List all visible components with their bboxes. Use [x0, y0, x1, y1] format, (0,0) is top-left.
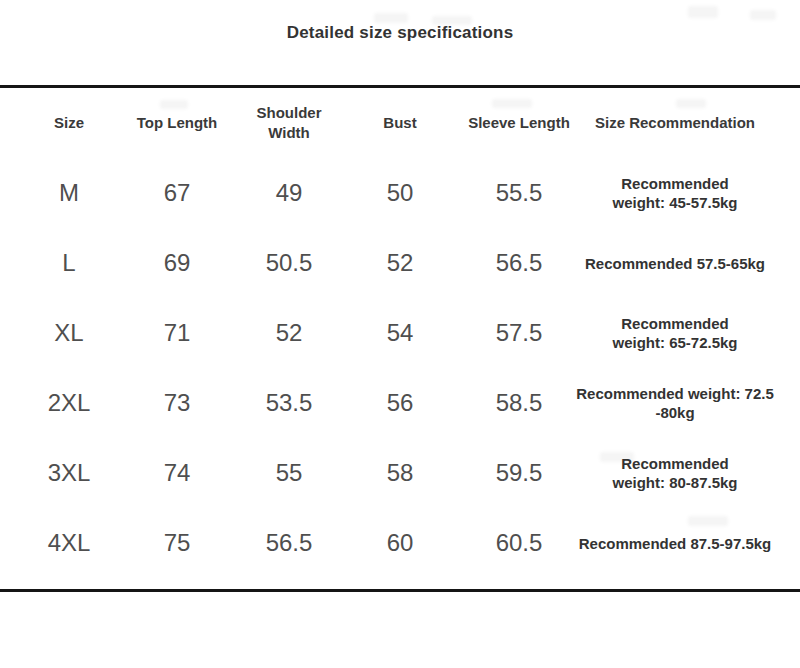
cell-sleeve-length: 59.5 — [468, 438, 570, 508]
column-header-sleeve-length: Sleeve Length — [468, 88, 570, 158]
cell-size: XL — [30, 298, 108, 368]
cell-top-length: 69 — [108, 228, 246, 298]
cell-sleeve-length: 56.5 — [468, 228, 570, 298]
column-header-shoulder-width: Shoulder Width — [246, 88, 332, 158]
column-header-bust: Bust — [332, 88, 468, 158]
cell-size: 2XL — [30, 368, 108, 438]
cell-shoulder-width: 55 — [246, 438, 332, 508]
column-header-size-recommendation: Size Recommendation — [570, 88, 780, 158]
cell-bust: 56 — [332, 368, 468, 438]
smudge-artifact — [688, 6, 718, 18]
cell-recommendation: Recommended 57.5-65kg — [570, 228, 780, 298]
cell-bust: 60 — [332, 508, 468, 578]
column-header-size: Size — [30, 88, 108, 158]
cell-top-length: 73 — [108, 368, 246, 438]
cell-recommendation: Recommended weight: 65-72.5kg — [570, 298, 780, 368]
cell-shoulder-width: 50.5 — [246, 228, 332, 298]
cell-size: M — [30, 158, 108, 228]
cell-sleeve-length: 57.5 — [468, 298, 570, 368]
cell-recommendation: Recommended weight: 80-87.5kg — [570, 438, 780, 508]
cell-bust: 50 — [332, 158, 468, 228]
cell-shoulder-width: 53.5 — [246, 368, 332, 438]
page-title: Detailed size specifications — [0, 20, 800, 46]
cell-recommendation: Recommended weight: 72.5 -80kg — [570, 368, 780, 438]
cell-top-length: 75 — [108, 508, 246, 578]
cell-sleeve-length: 58.5 — [468, 368, 570, 438]
column-header-top-length: Top Length — [108, 88, 246, 158]
cell-sleeve-length: 55.5 — [468, 158, 570, 228]
cell-size: L — [30, 228, 108, 298]
cell-shoulder-width: 52 — [246, 298, 332, 368]
cell-size: 3XL — [30, 438, 108, 508]
cell-top-length: 67 — [108, 158, 246, 228]
cell-bust: 54 — [332, 298, 468, 368]
cell-bust: 52 — [332, 228, 468, 298]
bottom-divider-line — [0, 589, 800, 592]
cell-recommendation: Recommended 87.5-97.5kg — [570, 508, 780, 578]
size-specification-sheet: Detailed size specifications Size Top Le… — [0, 0, 800, 668]
cell-shoulder-width: 56.5 — [246, 508, 332, 578]
cell-shoulder-width: 49 — [246, 158, 332, 228]
cell-sleeve-length: 60.5 — [468, 508, 570, 578]
cell-top-length: 71 — [108, 298, 246, 368]
cell-top-length: 74 — [108, 438, 246, 508]
smudge-artifact — [750, 10, 776, 20]
cell-recommendation: Recommended weight: 45-57.5kg — [570, 158, 780, 228]
cell-bust: 58 — [332, 438, 468, 508]
size-table: Size Top Length Shoulder Width Bust Slee… — [30, 88, 780, 578]
cell-size: 4XL — [30, 508, 108, 578]
